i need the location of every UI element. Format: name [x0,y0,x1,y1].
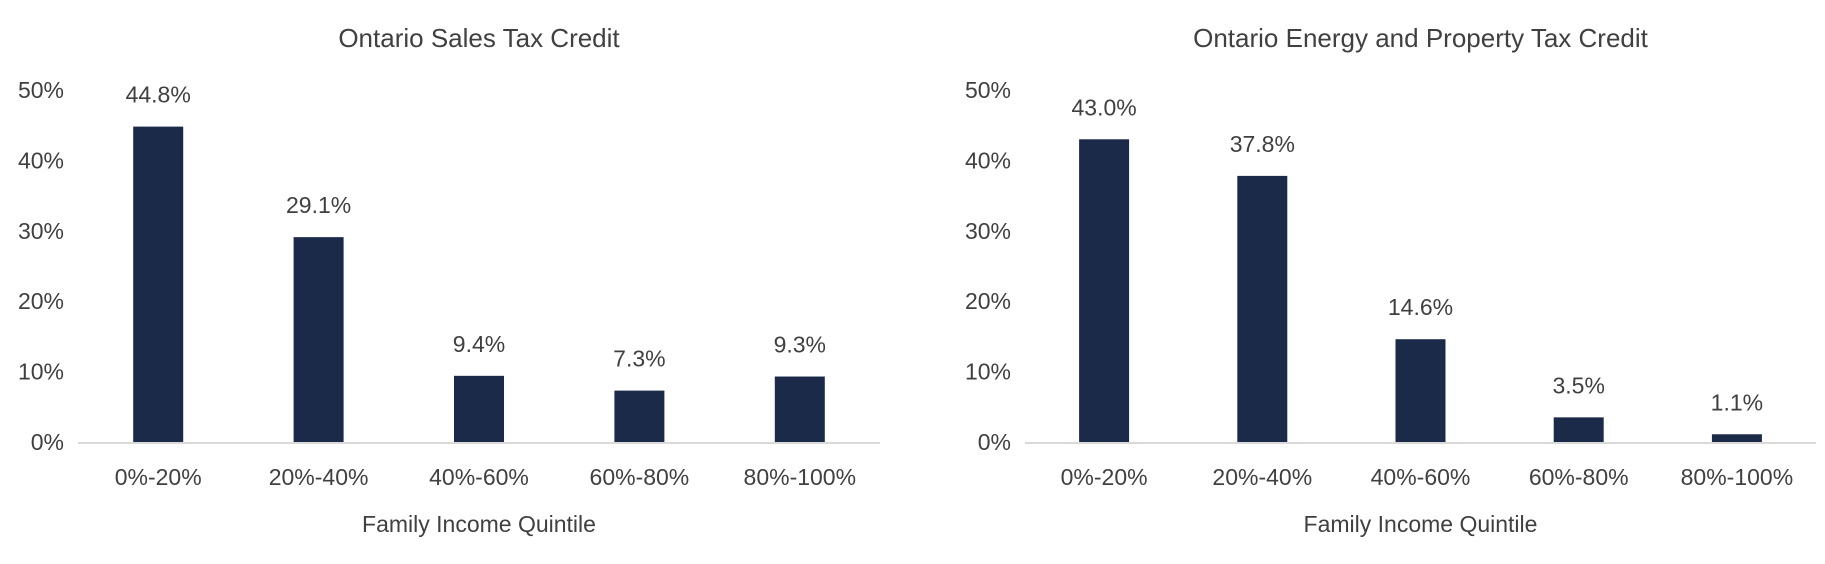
bar [774,376,825,442]
data-label: 43.0% [1071,94,1136,120]
data-label: 14.6% [1388,294,1453,320]
y-tick-label: 10% [18,359,64,385]
x-tick-label: 0%-20% [115,464,202,490]
y-tick-label: 50% [18,77,64,103]
bar-chart-2: Ontario Energy and Property Tax Credit 0%… [965,23,1816,537]
chart-title: Ontario Sales Tax Credit [338,23,620,53]
x-tick-label: 0%-20% [1061,464,1148,490]
bar [1553,417,1604,442]
x-tick-label: 40%-60% [429,464,529,490]
y-tick-label: 50% [965,77,1011,103]
data-label: 1.1% [1711,389,1763,415]
data-label: 9.3% [774,332,826,358]
x-axis-title: Family Income Quintile [1304,511,1538,537]
y-tick-label: 30% [965,218,1011,244]
x-axis-title: Family Income Quintile [362,511,596,537]
bar [1079,139,1130,442]
data-label: 29.1% [286,192,351,218]
y-tick-label: 30% [18,218,64,244]
x-tick-label: 60%-80% [1529,464,1629,490]
data-label: 3.5% [1552,372,1604,398]
data-label: 37.8% [1230,131,1295,157]
y-tick-label: 20% [965,288,1011,314]
x-tick-label: 40%-60% [1371,464,1471,490]
y-tick-label: 40% [965,147,1011,173]
y-tick-label: 0% [978,429,1011,455]
bar [454,375,504,442]
x-tick-label: 60%-80% [590,464,690,490]
y-tick-label: 10% [965,359,1011,385]
y-tick-label: 20% [18,288,64,314]
y-tick-label: 0% [31,429,64,455]
bar [1237,175,1288,442]
x-tick-label: 80%-100% [744,464,857,490]
bar [133,126,184,442]
data-label: 9.4% [453,331,505,357]
data-label: 44.8% [126,82,191,108]
data-label: 7.3% [613,346,665,372]
bar-chart-1: Ontario Sales Tax Credit 0% 10% 20% 30% 40% 50… [18,23,880,537]
y-tick-label: 40% [18,147,64,173]
x-tick-label: 20%-40% [1212,464,1312,490]
bar [1711,434,1762,442]
chart-title: Ontario Energy and Property Tax Credit [1193,23,1649,53]
bar [1395,339,1446,442]
x-tick-label: 80%-100% [1681,464,1794,490]
bar [293,237,344,442]
bar [614,390,665,442]
x-tick-label: 20%-40% [269,464,369,490]
